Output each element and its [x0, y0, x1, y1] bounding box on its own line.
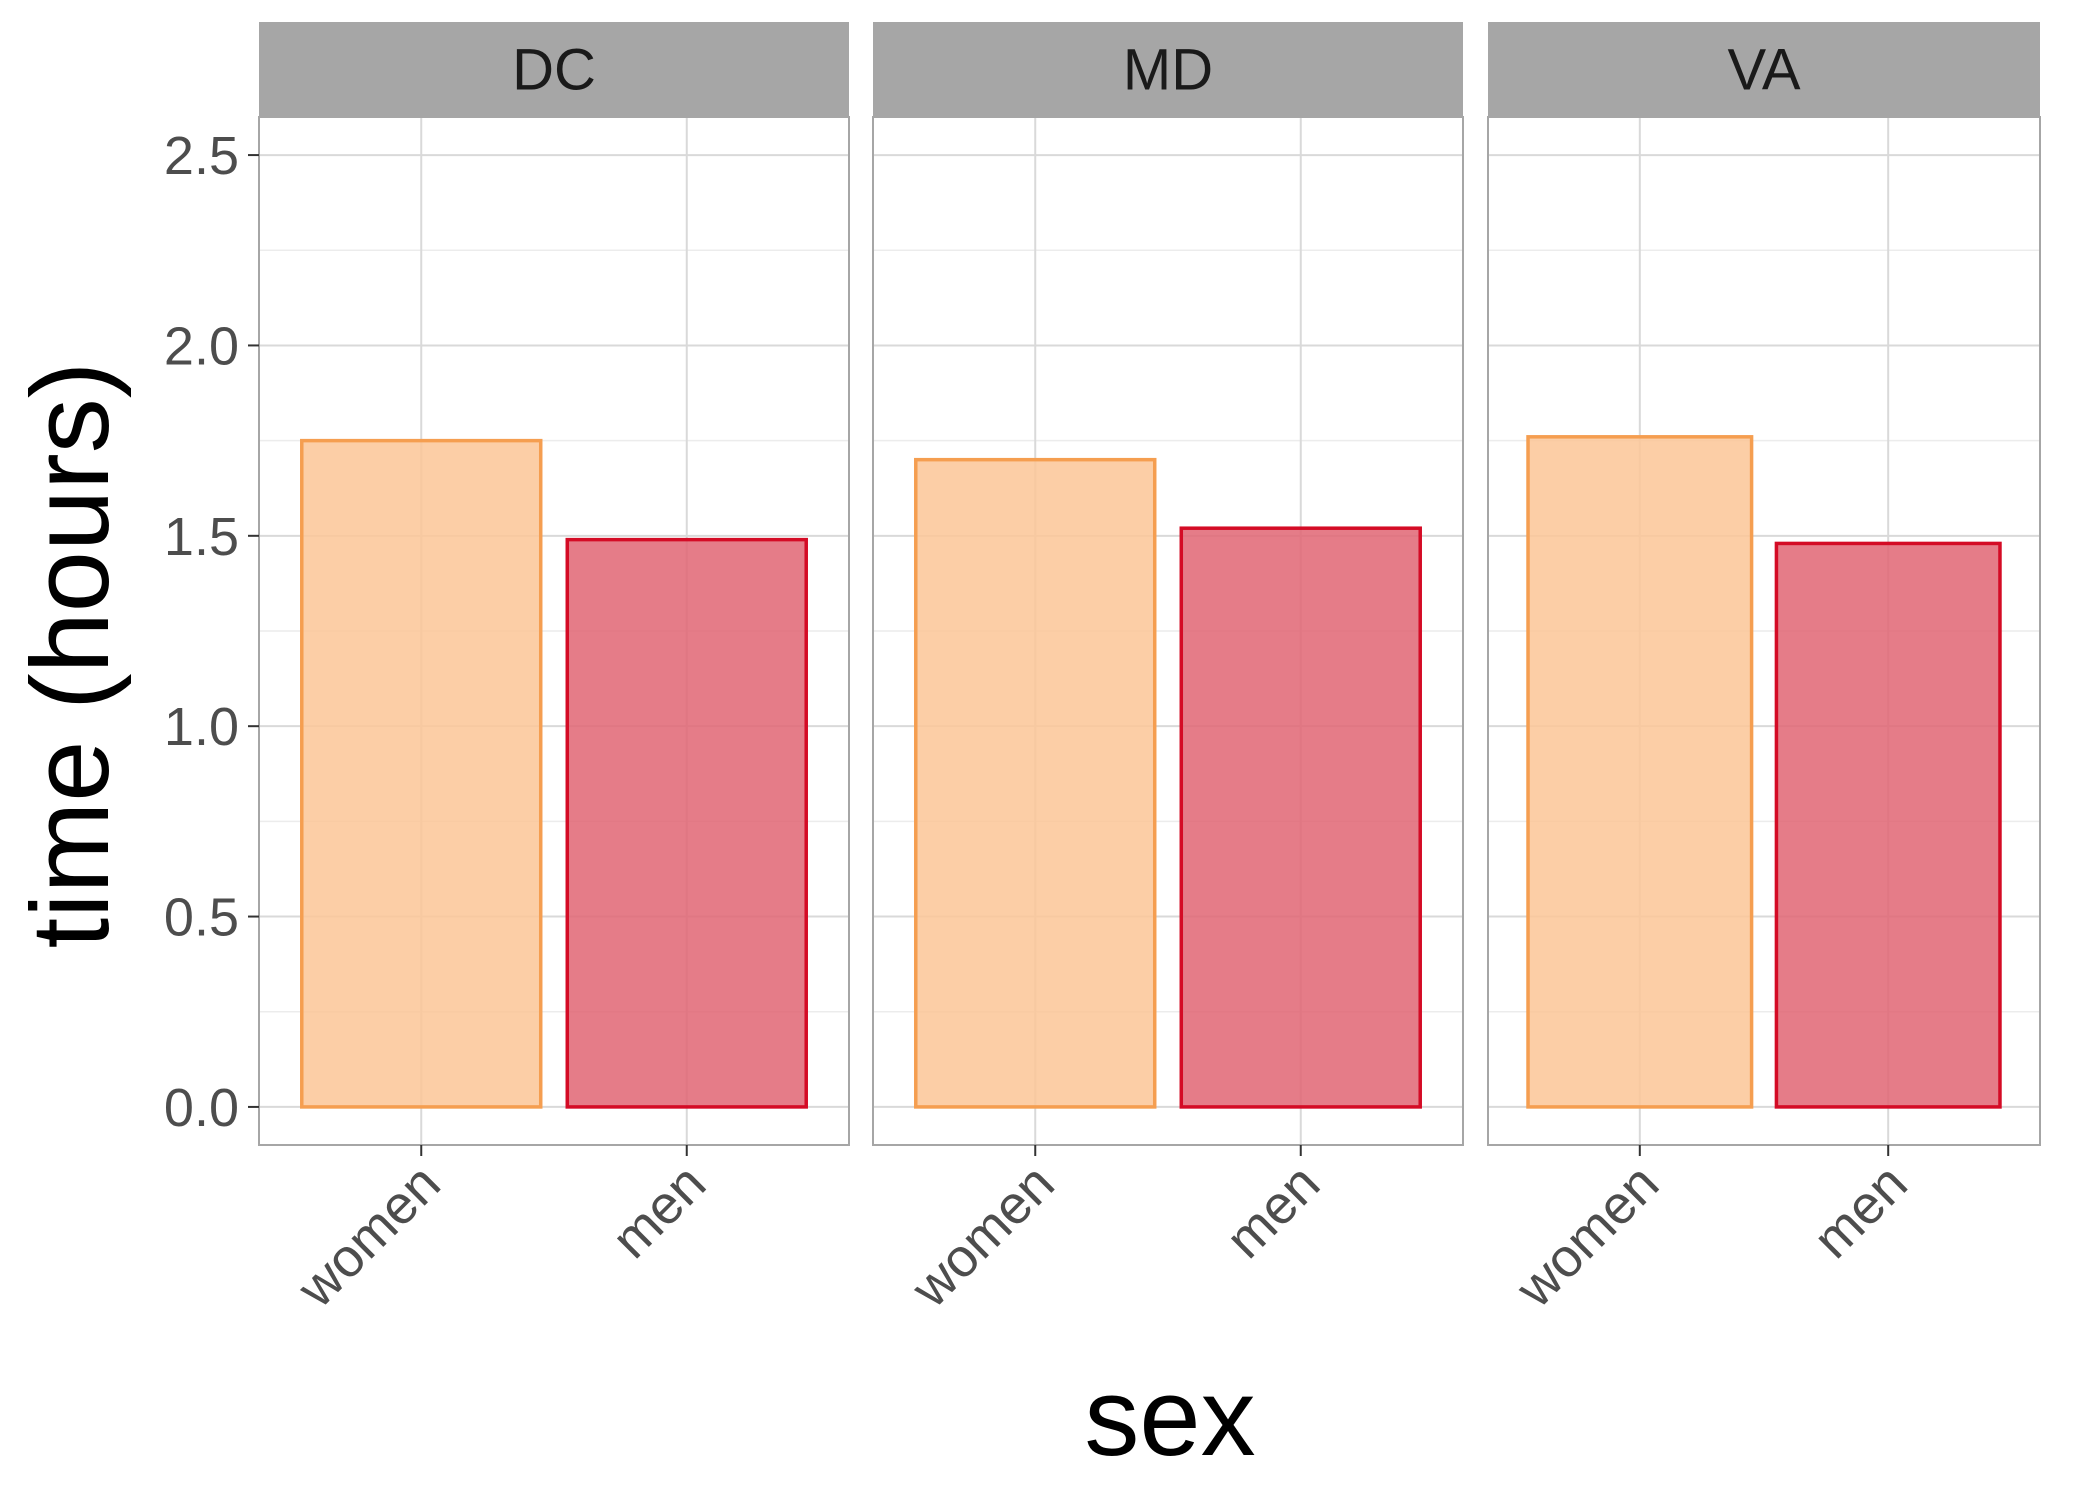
- bar-md-men: [1179, 526, 1422, 1109]
- x-axis: women men women men women men: [286, 1145, 1919, 1319]
- x-tick-label: men: [1215, 1153, 1332, 1270]
- panels-layer: DC MD VA: [258, 22, 2041, 1146]
- y-tick-label: 1.0: [164, 697, 239, 757]
- y-tick-label: 0.5: [164, 888, 239, 948]
- y-axis-title: time (hours): [9, 362, 132, 949]
- facet-strip-label: DC: [512, 38, 596, 103]
- y-tick-label: 0.0: [164, 1078, 239, 1138]
- y-tick-label: 2.5: [164, 126, 239, 186]
- y-tick-label: 2.0: [164, 316, 239, 376]
- facet-strip: [259, 22, 849, 117]
- facet-strip: [873, 22, 1463, 117]
- x-tick-label: men: [1802, 1153, 1919, 1270]
- bar-va-men: [1774, 541, 2002, 1109]
- x-tick-label: women: [286, 1153, 452, 1319]
- facet-strip: [1488, 22, 2040, 117]
- y-tick-label: 1.5: [164, 507, 239, 567]
- x-tick-label: women: [1504, 1153, 1670, 1319]
- facet-strip-label: VA: [1727, 38, 1800, 103]
- facet-strip-label: MD: [1123, 38, 1213, 103]
- y-axis: 0.0 0.5 1.0 1.5 2.0 2.5: [164, 126, 259, 1138]
- x-tick-label: women: [900, 1153, 1066, 1319]
- panel-dc: DC: [258, 22, 850, 1146]
- x-tick-label: men: [601, 1153, 718, 1270]
- panel-md: MD: [872, 22, 1464, 1146]
- bar-dc-women: [300, 438, 543, 1109]
- panel-va: VA: [1487, 22, 2041, 1146]
- x-axis-title: sex: [1084, 1356, 1255, 1479]
- bar-md-women: [914, 457, 1157, 1109]
- bar-dc-men: [565, 537, 808, 1109]
- bar-va-women: [1526, 435, 1754, 1109]
